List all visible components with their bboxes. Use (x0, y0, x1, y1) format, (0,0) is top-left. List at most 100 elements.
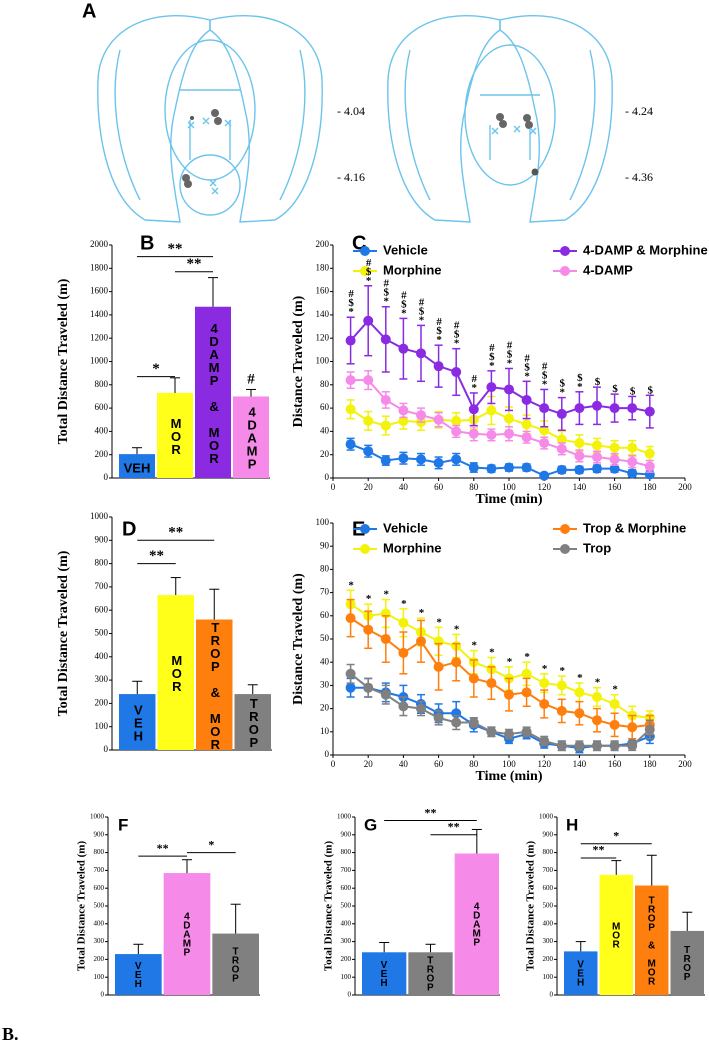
significance-marker: * (451, 623, 463, 632)
bar-label: TROP & MOR (208, 620, 223, 750)
panel-label: A (82, 0, 96, 22)
bar (234, 694, 271, 750)
legend-label: Morphine (383, 262, 442, 277)
data-point (486, 726, 497, 737)
data-point (363, 375, 374, 386)
data-point (521, 419, 532, 430)
y-tick-label: 180 (316, 262, 330, 272)
bar-label: TROP & MOR (646, 895, 657, 985)
data-point (592, 740, 602, 751)
significance-marker: $ (609, 383, 621, 393)
level-label: - 4.04 (337, 104, 365, 118)
data-point (416, 348, 426, 359)
bar (115, 954, 162, 995)
legend-swatch (360, 266, 370, 276)
data-point (433, 457, 444, 468)
y-tick-label: 800 (94, 848, 105, 856)
data-point (556, 434, 567, 445)
y-tick-label: 600 (95, 402, 109, 412)
data-point (433, 414, 444, 425)
significance-marker: * (556, 665, 568, 674)
legend-label: Vehicle (383, 242, 428, 257)
data-point (345, 404, 356, 415)
significance-marker: #$* (380, 278, 392, 305)
bar (157, 392, 193, 478)
significance-marker: #$* (539, 360, 551, 387)
data-point (416, 454, 426, 465)
y-tick-label: 100 (94, 973, 105, 981)
bar-label: MOR (611, 921, 622, 948)
y-tick-label: 0 (104, 472, 109, 482)
legend-swatch (360, 246, 370, 256)
y-axis-label: Distance Traveled (m) (291, 295, 306, 427)
series-line (350, 617, 650, 729)
y-tick-label: 500 (543, 902, 554, 910)
y-tick-label: 1200 (90, 332, 109, 342)
y-tick-label: 800 (95, 558, 109, 568)
series-line (350, 443, 650, 477)
y-tick-label: 100 (316, 356, 330, 366)
y-axis-label: Distance Traveled (m) (291, 573, 306, 705)
data-point (345, 439, 356, 450)
significance-label: ** (157, 841, 169, 855)
data-point (451, 366, 462, 377)
data-point (609, 442, 620, 453)
data-point (592, 692, 602, 702)
series-line (349, 319, 650, 415)
y-tick-label: 1400 (90, 309, 109, 319)
y-tick-label: 120 (316, 332, 330, 342)
y-tick-label: 20 (320, 703, 330, 713)
y-tick-label: 20 (320, 449, 330, 459)
y-tick-label: 1000 (337, 813, 352, 821)
significance-marker: * (363, 593, 375, 602)
significance-marker: #$* (521, 352, 533, 379)
significance-label: ** (593, 843, 605, 857)
significance-marker: $ (627, 385, 639, 395)
data-point (539, 698, 550, 709)
y-tick-label: 400 (95, 425, 109, 435)
data-point (644, 448, 655, 459)
bar-label: TROP (230, 946, 241, 982)
y-tick-label: 200 (94, 955, 105, 963)
data-point (521, 462, 532, 473)
significance-marker: #* (468, 373, 480, 391)
data-point (556, 443, 567, 454)
x-tick-label: 40 (399, 482, 409, 492)
y-tick-label: 300 (543, 937, 554, 945)
y-tick-label: 600 (341, 884, 352, 892)
bar (670, 930, 704, 995)
x-tick-label: 20 (364, 759, 374, 769)
legend-label: Morphine (383, 540, 442, 555)
data-point (398, 617, 409, 628)
bar (564, 951, 598, 995)
footer-label: B. (2, 1024, 19, 1044)
data-point (416, 636, 426, 647)
data-point (627, 740, 638, 751)
y-tick-label: 900 (95, 534, 109, 544)
y-axis-label: Total Distance Traveled (m) (56, 278, 71, 444)
data-point (363, 682, 374, 693)
y-tick-label: 1600 (90, 286, 109, 296)
bar (119, 694, 156, 750)
legend-label: 4-DAMP (583, 262, 633, 277)
significance-label: * (152, 361, 160, 377)
data-point (380, 420, 391, 431)
data-point (504, 413, 514, 424)
significance-marker: $* (574, 372, 586, 390)
panel-label: D (122, 518, 136, 540)
legend-label: Vehicle (383, 520, 428, 535)
data-point (504, 729, 514, 740)
y-tick-label: 600 (94, 884, 105, 892)
data-point (486, 429, 497, 440)
y-tick-label: 1000 (90, 813, 105, 821)
data-point (592, 715, 602, 726)
x-tick-label: 160 (608, 759, 622, 769)
legend-swatch (360, 524, 370, 534)
bar (635, 885, 669, 995)
data-point (539, 438, 550, 449)
data-point (380, 455, 391, 466)
data-point (574, 740, 585, 751)
legend-swatch (360, 544, 370, 554)
data-point (345, 335, 356, 346)
level-label: - 4.16 (337, 170, 365, 184)
